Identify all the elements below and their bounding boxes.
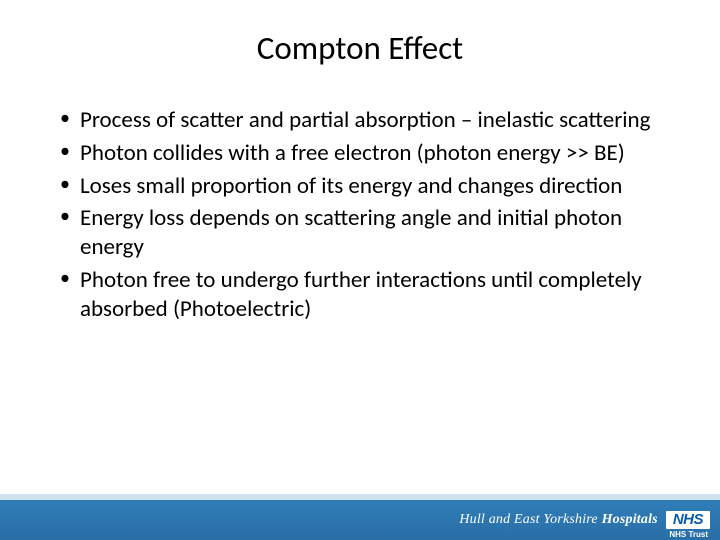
bullet-item: Loses small proportion of its energy and… xyxy=(60,172,680,201)
footer-org-bold: Hospitals xyxy=(602,512,658,527)
footer-bar: Hull and East Yorkshire Hospitals NHS NH… xyxy=(0,494,720,540)
nhs-trust-label: NHS Trust xyxy=(669,530,708,539)
footer-org-text: Hull and East Yorkshire Hospitals xyxy=(459,512,658,528)
bullet-item: Energy loss depends on scattering angle … xyxy=(60,204,680,262)
nhs-logo: NHS xyxy=(666,511,710,529)
bullet-item: Photon collides with a free electron (ph… xyxy=(60,139,680,168)
bullet-list: Process of scatter and partial absorptio… xyxy=(40,106,680,323)
bullet-item: Photon free to undergo further interacti… xyxy=(60,266,680,324)
footer-main: Hull and East Yorkshire Hospitals NHS NH… xyxy=(0,500,720,540)
bullet-item: Process of scatter and partial absorptio… xyxy=(60,106,680,135)
slide: Compton Effect Process of scatter and pa… xyxy=(0,0,720,540)
footer-org-prefix: Hull and East Yorkshire xyxy=(459,512,601,527)
slide-title: Compton Effect xyxy=(40,28,680,68)
